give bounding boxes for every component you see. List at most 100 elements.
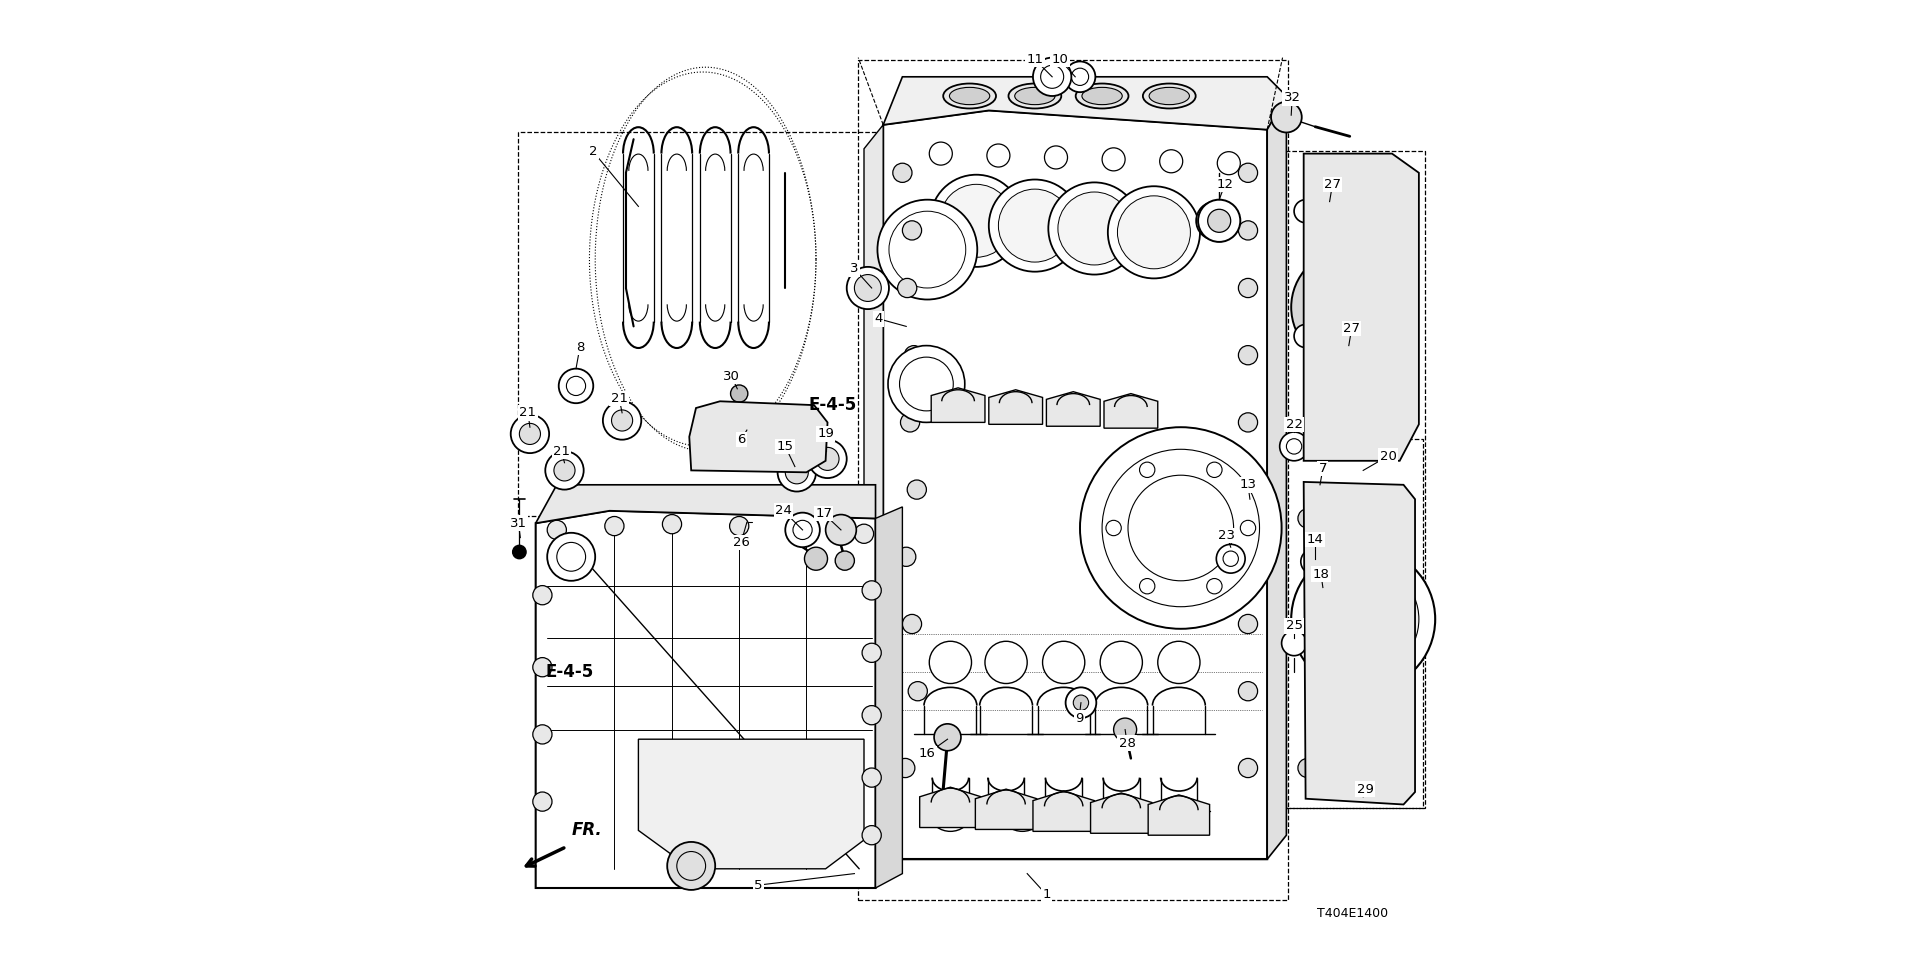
- Circle shape: [730, 516, 749, 536]
- Ellipse shape: [781, 429, 803, 444]
- Circle shape: [1319, 591, 1338, 611]
- Circle shape: [1196, 202, 1235, 240]
- Polygon shape: [1304, 482, 1415, 804]
- Circle shape: [1079, 427, 1283, 629]
- Circle shape: [1048, 182, 1140, 275]
- Circle shape: [1290, 547, 1436, 691]
- Polygon shape: [876, 507, 902, 888]
- Circle shape: [778, 453, 816, 492]
- Text: 12: 12: [1217, 178, 1233, 191]
- Circle shape: [933, 724, 962, 751]
- Text: 10: 10: [1052, 53, 1068, 66]
- Text: 27: 27: [1325, 178, 1340, 191]
- Text: 28: 28: [1119, 736, 1135, 750]
- Bar: [518, 132, 876, 516]
- Circle shape: [547, 533, 595, 581]
- Text: 7: 7: [1319, 462, 1327, 475]
- Circle shape: [662, 515, 682, 534]
- Circle shape: [1238, 614, 1258, 634]
- Polygon shape: [975, 789, 1037, 829]
- Circle shape: [1238, 221, 1258, 240]
- Text: 11: 11: [1027, 53, 1043, 66]
- Ellipse shape: [1075, 84, 1129, 108]
- Circle shape: [1158, 641, 1200, 684]
- Circle shape: [1208, 209, 1231, 232]
- Circle shape: [985, 641, 1027, 684]
- Text: 22: 22: [1286, 418, 1302, 431]
- Circle shape: [895, 758, 914, 778]
- Circle shape: [1108, 186, 1200, 278]
- Text: 20: 20: [1380, 449, 1396, 463]
- Text: 13: 13: [1240, 478, 1256, 492]
- Text: 3: 3: [851, 262, 858, 276]
- Circle shape: [989, 180, 1081, 272]
- Circle shape: [1298, 509, 1317, 528]
- Polygon shape: [1267, 96, 1286, 859]
- Circle shape: [1325, 283, 1373, 331]
- Circle shape: [547, 520, 566, 540]
- Polygon shape: [1033, 791, 1094, 831]
- Circle shape: [998, 189, 1071, 262]
- Circle shape: [906, 480, 925, 499]
- Text: 9: 9: [1075, 711, 1083, 725]
- Text: 15: 15: [778, 440, 793, 453]
- Circle shape: [1117, 196, 1190, 269]
- Circle shape: [1292, 250, 1405, 365]
- Text: 16: 16: [920, 747, 935, 760]
- Bar: [1283, 151, 1425, 808]
- Text: 26: 26: [733, 536, 749, 549]
- Circle shape: [862, 768, 881, 787]
- Circle shape: [785, 461, 808, 484]
- Text: 21: 21: [553, 444, 570, 458]
- Circle shape: [532, 586, 553, 605]
- Polygon shape: [536, 511, 876, 888]
- Ellipse shape: [1148, 87, 1190, 105]
- Circle shape: [1033, 58, 1071, 96]
- Polygon shape: [920, 787, 981, 828]
- Circle shape: [668, 842, 714, 890]
- Text: 14: 14: [1308, 533, 1323, 546]
- Bar: [858, 60, 1288, 900]
- Circle shape: [854, 524, 874, 543]
- Circle shape: [1279, 432, 1309, 461]
- Polygon shape: [689, 401, 828, 472]
- Circle shape: [902, 221, 922, 240]
- Circle shape: [1238, 758, 1258, 778]
- Circle shape: [835, 551, 854, 570]
- Text: 18: 18: [1313, 567, 1329, 581]
- Ellipse shape: [1142, 84, 1196, 108]
- Ellipse shape: [1016, 87, 1056, 105]
- Text: 21: 21: [611, 392, 628, 405]
- Circle shape: [1043, 641, 1085, 684]
- Ellipse shape: [733, 427, 760, 446]
- Circle shape: [816, 447, 839, 470]
- Circle shape: [1238, 480, 1258, 499]
- Circle shape: [808, 440, 847, 478]
- Circle shape: [893, 163, 912, 182]
- Polygon shape: [883, 77, 1286, 130]
- Circle shape: [804, 547, 828, 570]
- Circle shape: [1058, 192, 1131, 265]
- Circle shape: [1238, 682, 1258, 701]
- Text: FR.: FR.: [572, 822, 603, 839]
- Text: 8: 8: [576, 341, 584, 354]
- Text: 2: 2: [589, 145, 597, 158]
- Circle shape: [1238, 278, 1258, 298]
- Circle shape: [1238, 163, 1258, 182]
- Polygon shape: [1046, 392, 1100, 426]
- Circle shape: [532, 658, 553, 677]
- Circle shape: [1238, 547, 1258, 566]
- Polygon shape: [1104, 394, 1158, 428]
- Circle shape: [904, 346, 924, 365]
- Circle shape: [1066, 687, 1096, 718]
- Circle shape: [555, 460, 576, 481]
- Circle shape: [730, 385, 749, 402]
- Text: 5: 5: [755, 878, 762, 892]
- Text: 30: 30: [724, 370, 739, 383]
- Circle shape: [1238, 346, 1258, 365]
- Text: 31: 31: [511, 516, 526, 530]
- Circle shape: [1392, 758, 1411, 778]
- Polygon shape: [1304, 154, 1419, 461]
- Text: 6: 6: [737, 433, 745, 446]
- Circle shape: [862, 581, 881, 600]
